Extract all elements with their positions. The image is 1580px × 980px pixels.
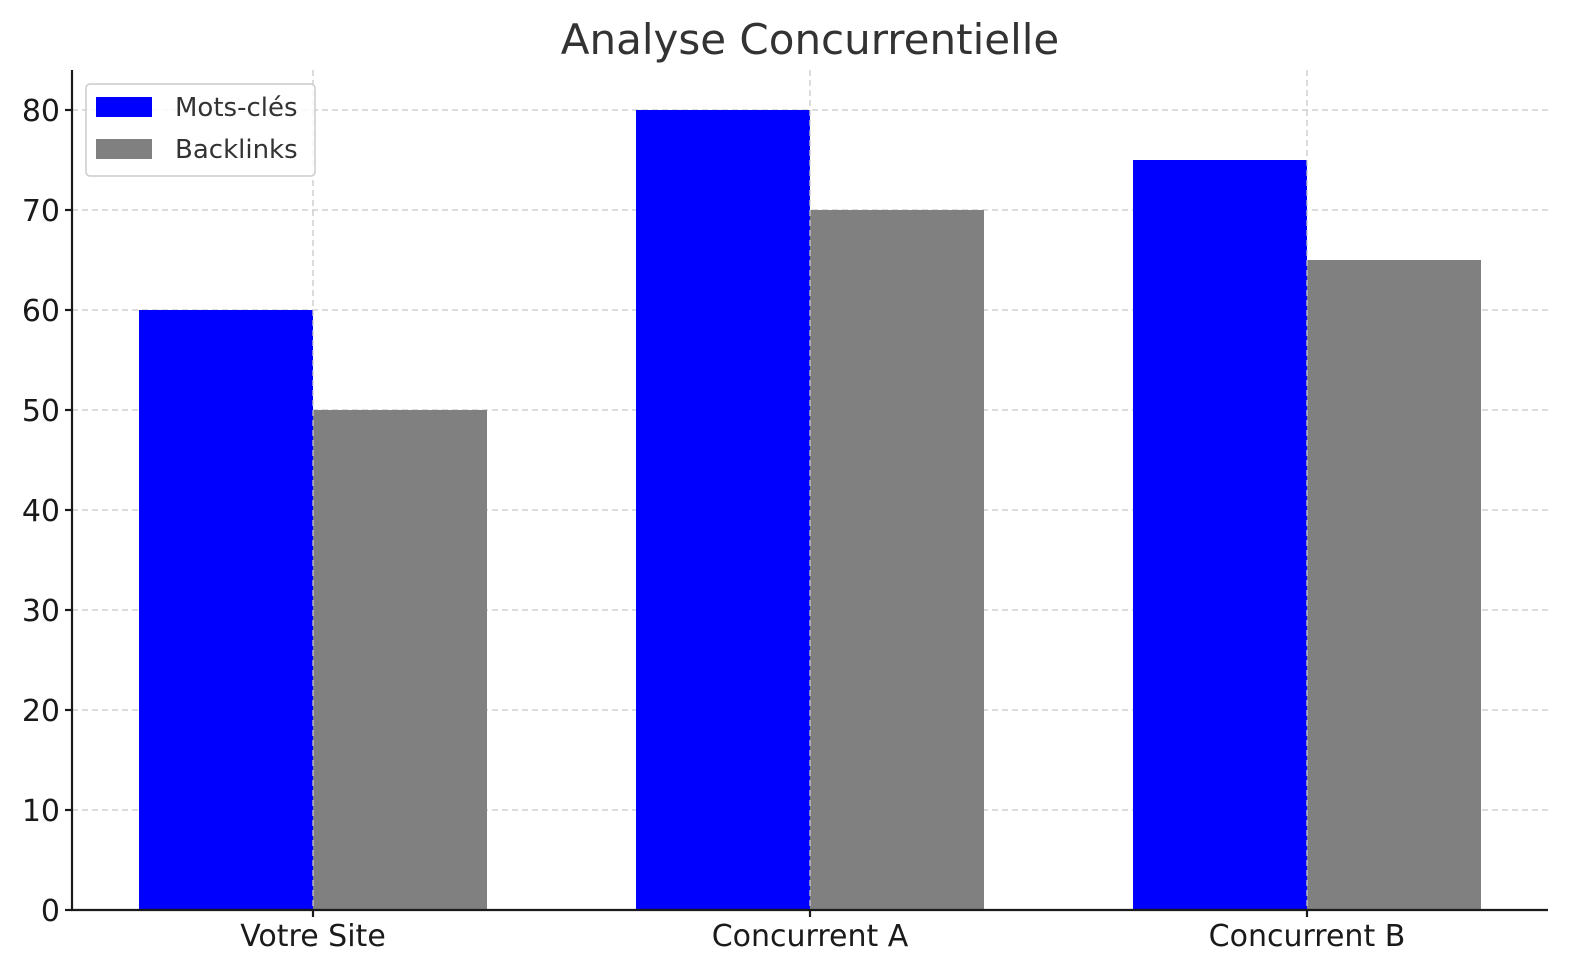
y-tick-label: 70 (22, 194, 60, 229)
bar-backlinks-0 (313, 410, 487, 910)
y-tick-label: 50 (22, 394, 60, 429)
legend-label: Mots-clés (175, 93, 298, 123)
y-tick-label: 60 (22, 294, 60, 329)
y-tick-label: 10 (22, 794, 60, 829)
x-tick-label: Votre Site (240, 919, 386, 954)
bars (139, 110, 1481, 910)
y-tick-label: 40 (22, 494, 60, 529)
legend-swatch (96, 139, 152, 159)
chart-title: Analyse Concurrentielle (561, 15, 1060, 64)
y-axis-ticks: 0 10 20 30 40 50 60 70 80 (22, 94, 72, 929)
bar-mots-cles-2 (1133, 160, 1307, 910)
legend: Mots-clés Backlinks (85, 83, 316, 177)
bar-backlinks-2 (1307, 260, 1481, 910)
x-tick-label: Concurrent A (712, 919, 909, 954)
legend-swatch (96, 97, 152, 117)
bar-mots-cles-1 (636, 110, 810, 910)
legend-label: Backlinks (175, 135, 298, 165)
x-axis-ticks: Votre Site Concurrent A Concurrent B (240, 910, 1405, 954)
bar-backlinks-1 (810, 210, 984, 910)
y-tick-label: 20 (22, 694, 60, 729)
vertical-grid-lines (312, 70, 1308, 910)
y-tick-label: 80 (22, 94, 60, 129)
bar-mots-cles-0 (139, 310, 313, 910)
y-tick-label: 30 (22, 594, 60, 629)
x-tick-label: Concurrent B (1209, 919, 1406, 954)
y-tick-label: 0 (41, 894, 60, 929)
